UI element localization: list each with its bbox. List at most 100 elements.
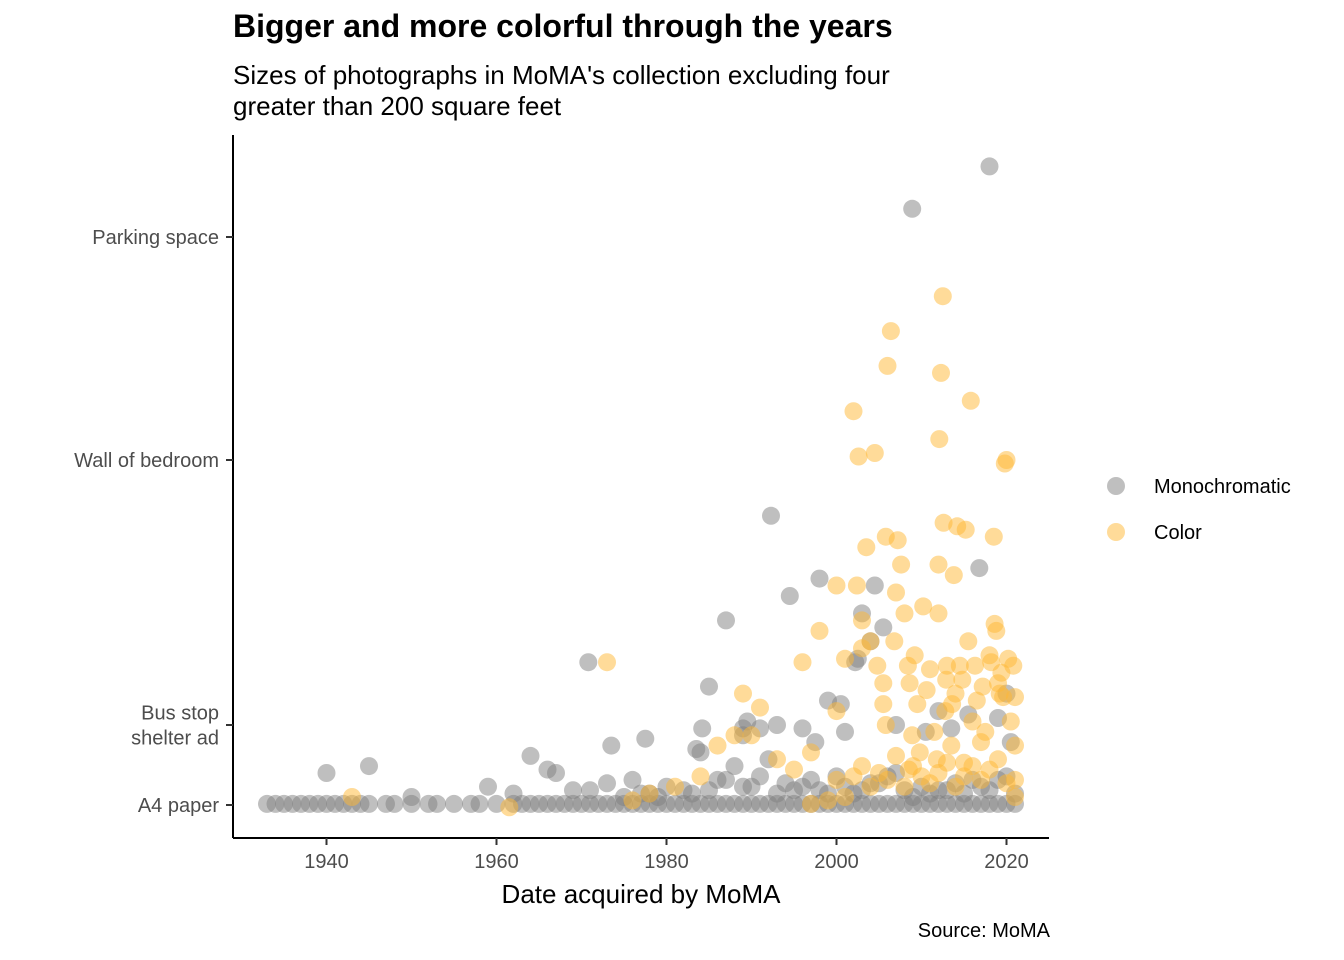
data-point: [793, 719, 812, 738]
data-point: [874, 674, 893, 693]
data-point: [819, 791, 837, 810]
data-point: [780, 587, 799, 605]
y-tick-label: Bus stop: [141, 703, 219, 725]
x-tick-label: 2000: [814, 851, 859, 873]
data-point: [581, 781, 599, 800]
data-point: [360, 757, 378, 776]
data-point: [1001, 712, 1020, 731]
data-point: [892, 555, 911, 574]
data-point: [908, 695, 927, 714]
data-point: [865, 576, 884, 595]
data-point: [942, 736, 961, 755]
data-point: [930, 430, 949, 449]
data-point: [903, 726, 922, 745]
data-point: [742, 726, 761, 745]
data-point: [946, 684, 965, 703]
data-point: [997, 451, 1016, 469]
data-point: [785, 781, 803, 800]
legend-key-color: [1107, 523, 1125, 541]
x-axis-ticks: 1940 1960 1980 2000 2020: [304, 838, 1029, 873]
data-point: [980, 157, 999, 176]
data-point: [929, 555, 948, 574]
points-layer: [258, 157, 1024, 817]
data-point: [810, 621, 829, 640]
data-point: [700, 781, 718, 800]
data-point: [963, 757, 982, 776]
x-axis-title: Date acquired by MoMA: [502, 879, 782, 909]
data-point: [343, 788, 361, 806]
data-point: [937, 670, 956, 689]
data-point: [598, 653, 616, 672]
data-point: [768, 750, 786, 769]
data-point: [623, 770, 642, 789]
data-point: [961, 391, 980, 410]
data-point: [847, 576, 866, 595]
legend-key-monochromatic: [1107, 477, 1125, 495]
data-point: [687, 740, 706, 758]
y-tick-label: A4 paper: [138, 795, 220, 817]
data-point: [317, 764, 336, 782]
data-point: [810, 569, 829, 588]
y-tick-label: Parking space: [92, 227, 219, 249]
data-point: [932, 363, 950, 382]
chart-subtitle-line-1: Sizes of photographs in MoMA's collectio…: [233, 60, 890, 90]
data-point: [708, 736, 727, 755]
data-point: [976, 722, 995, 741]
data-point: [402, 788, 421, 806]
data-point: [500, 798, 519, 817]
data-point: [802, 794, 820, 813]
data-point: [900, 674, 919, 693]
data-point: [956, 520, 975, 539]
series-monochromatic: [258, 157, 1024, 813]
data-point: [888, 531, 907, 550]
data-point: [868, 656, 887, 675]
data-point: [874, 618, 893, 637]
data-point: [973, 677, 992, 696]
data-point: [887, 746, 905, 765]
data-point: [905, 646, 924, 665]
data-point: [861, 777, 880, 796]
data-point: [1004, 656, 1023, 675]
data-point: [929, 604, 948, 623]
data-point: [953, 670, 972, 689]
legend: Monochromatic Color: [1107, 476, 1291, 544]
x-tick-label: 1940: [304, 851, 349, 873]
data-point: [1006, 788, 1024, 806]
data-point: [989, 750, 1007, 769]
data-point: [944, 566, 963, 585]
data-point: [865, 444, 884, 462]
data-point: [762, 506, 780, 525]
data-point: [428, 794, 446, 813]
data-point: [802, 743, 820, 762]
data-point: [895, 777, 914, 796]
chart-subtitle: Sizes of photographs in MoMA's collectio…: [233, 60, 1033, 122]
data-point: [857, 538, 876, 557]
data-point: [878, 770, 897, 789]
legend-label-color: Color: [1154, 522, 1202, 544]
data-point: [844, 767, 863, 786]
data-point: [623, 791, 642, 810]
x-tick-label: 1980: [644, 851, 689, 873]
data-point: [938, 656, 956, 675]
data-point: [1006, 688, 1024, 707]
y-tick-label: Wall of bedroom: [74, 450, 219, 472]
data-point: [836, 722, 854, 741]
data-point: [691, 767, 710, 786]
x-tick-label: 1960: [474, 851, 519, 873]
data-point: [717, 611, 735, 630]
data-point: [579, 653, 598, 672]
x-tick-label: 2020: [984, 851, 1029, 873]
legend-label-monochromatic: Monochromatic: [1154, 476, 1291, 498]
data-point: [967, 691, 986, 710]
data-point: [751, 767, 769, 786]
data-point: [914, 597, 933, 616]
data-point: [827, 702, 846, 721]
data-point: [683, 784, 701, 803]
data-point: [876, 716, 895, 734]
data-point: [547, 764, 565, 782]
data-point: [987, 621, 1006, 640]
data-point: [793, 653, 812, 672]
data-point: [874, 695, 893, 714]
data-point: [836, 649, 854, 668]
